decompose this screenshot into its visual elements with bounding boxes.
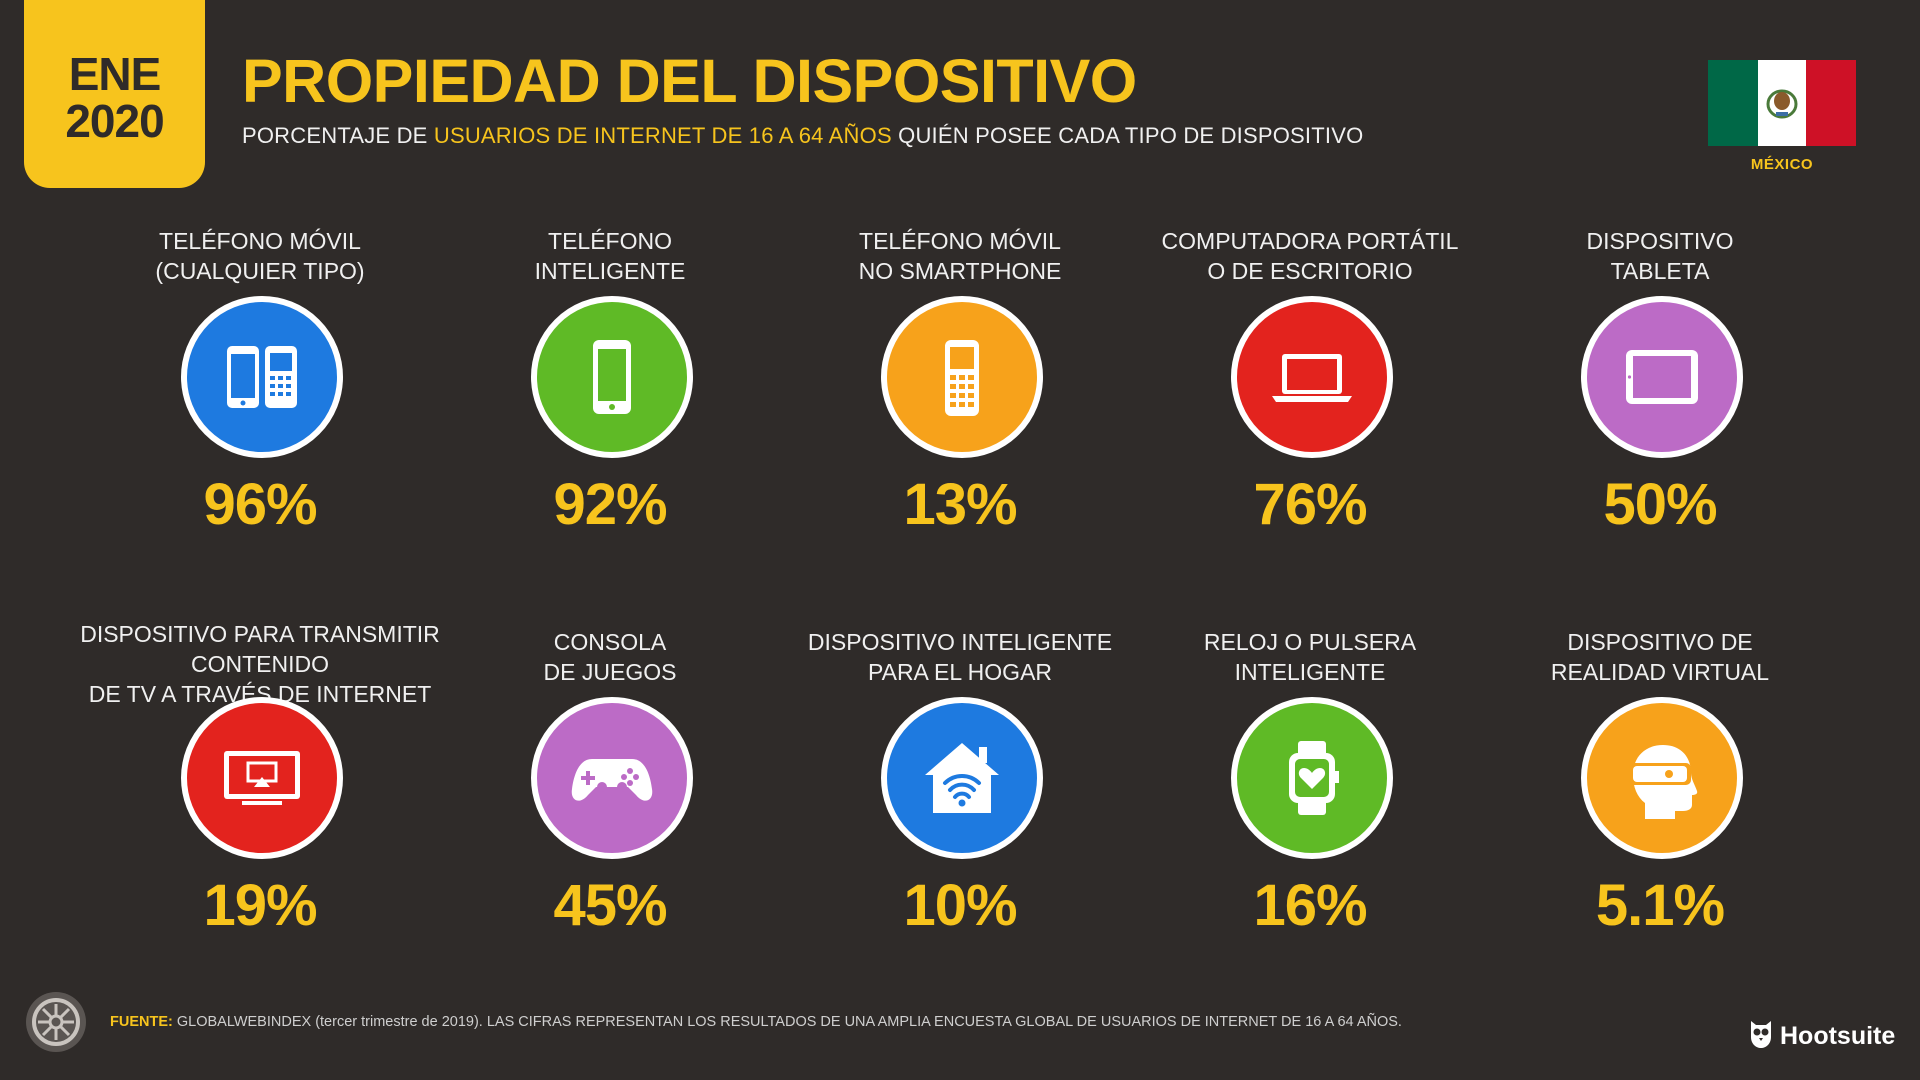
stat-label-line1: DISPOSITIVO INTELIGENTE — [807, 629, 1113, 655]
stat-label: TELÉFONO MÓVIL NO SMARTPHONE — [720, 226, 1200, 286]
stat-label: TELÉFONO INTELIGENTE — [370, 226, 850, 286]
mobile-phones-icon — [181, 296, 343, 458]
stat-label-line2: O DE ESCRITORIO — [1207, 258, 1413, 284]
stat-value: 19% — [203, 873, 317, 938]
mexico-flag-icon — [1708, 60, 1856, 146]
subtitle-part1: PORCENTAJE DE — [242, 123, 428, 148]
source-text: GLOBALWEBINDEX (tercer trimestre de 2019… — [176, 1014, 1402, 1030]
stat-label-line1: DISPOSITIVO DE — [1567, 629, 1753, 655]
stat-label: DISPOSITIVO PARA TRANSMITIR CONTENIDO DE … — [20, 619, 500, 709]
stat-value: 50% — [1603, 472, 1717, 537]
stat-value: 96% — [203, 472, 317, 537]
stat-label: DISPOSITIVO TABLETA — [1420, 226, 1900, 286]
smartphone-icon — [531, 296, 693, 458]
stat-label: TELÉFONO MÓVIL (CUALQUIER TIPO) — [20, 226, 500, 286]
stat-label-line2: NO SMARTPHONE — [858, 258, 1062, 284]
source-note: FUENTE: GLOBALWEBINDEX (tercer trimestre… — [110, 1014, 1402, 1030]
subtitle-part2: QUIÉN POSEE CADA TIPO DE DISPOSITIVO — [898, 123, 1364, 148]
stat-value: 92% — [553, 472, 667, 537]
feature-phone-icon — [881, 296, 1043, 458]
stat-label-line2: DE JUEGOS — [543, 659, 677, 685]
smart-home-icon — [881, 697, 1043, 859]
stat-label-line2: TABLETA — [1610, 258, 1710, 284]
stat-value: 10% — [903, 873, 1017, 938]
stat-value: 76% — [1253, 472, 1367, 537]
stat-label-line1: CONSOLA — [553, 629, 667, 655]
stat-label-line1: RELOJ O PULSERA — [1203, 629, 1417, 655]
page-subtitle: PORCENTAJE DE USUARIOS DE INTERNET DE 16… — [242, 123, 1363, 149]
stat-label-line2: REALIDAD VIRTUAL — [1550, 659, 1770, 685]
date-year: 2020 — [65, 95, 164, 147]
subtitle-highlight: USUARIOS DE INTERNET DE 16 A 64 AÑOS — [433, 123, 892, 148]
stat-label-line1: TELÉFONO MÓVIL — [859, 228, 1061, 254]
stat-label-line1: DISPOSITIVO — [1586, 228, 1734, 254]
brand: Hootsuite — [1748, 1018, 1895, 1054]
stat-label-line2: PARA EL HOGAR — [867, 659, 1053, 685]
stat-label-line1: TELÉFONO — [548, 228, 672, 254]
laptop-icon — [1231, 296, 1393, 458]
stat-value: 13% — [903, 472, 1017, 537]
country-label: MÉXICO — [1750, 156, 1814, 173]
date-month: ENE — [68, 48, 162, 101]
stat-label: CONSOLA DE JUEGOS — [370, 627, 850, 687]
brand-name: Hootsuite — [1780, 1021, 1896, 1050]
stat-label-line1: DISPOSITIVO PARA TRANSMITIR CONTENIDO — [80, 621, 440, 677]
date-badge: ENE 2020 — [24, 0, 205, 188]
stat-label-line2: (CUALQUIER TIPO) — [155, 258, 365, 284]
tablet-icon — [1581, 296, 1743, 458]
source-logo-icon — [24, 990, 88, 1054]
stat-label-line1: TELÉFONO MÓVIL — [159, 228, 361, 254]
stat-label: DISPOSITIVO INTELIGENTE PARA EL HOGAR — [720, 627, 1200, 687]
stat-label-line1: COMPUTADORA PORTÁTIL — [1161, 228, 1459, 254]
stat-label: DISPOSITIVO DE REALIDAD VIRTUAL — [1420, 627, 1900, 687]
page-title: PROPIEDAD DEL DISPOSITIVO — [242, 47, 1137, 115]
tv-streaming-icon — [181, 697, 343, 859]
stat-label-line2: INTELIGENTE — [1234, 659, 1386, 685]
stat-label: RELOJ O PULSERA INTELIGENTE — [1070, 627, 1550, 687]
owl-logo-icon — [1748, 1019, 1774, 1054]
stat-label-line2: INTELIGENTE — [534, 258, 686, 284]
smartwatch-icon — [1231, 697, 1393, 859]
stat-value: 16% — [1253, 873, 1367, 938]
stat-value: 5.1% — [1595, 873, 1725, 938]
source-label: FUENTE: — [110, 1014, 173, 1030]
vr-headset-icon — [1581, 697, 1743, 859]
stat-label: COMPUTADORA PORTÁTIL O DE ESCRITORIO — [1070, 226, 1550, 286]
game-controller-icon — [531, 697, 693, 859]
stat-value: 45% — [553, 873, 667, 938]
